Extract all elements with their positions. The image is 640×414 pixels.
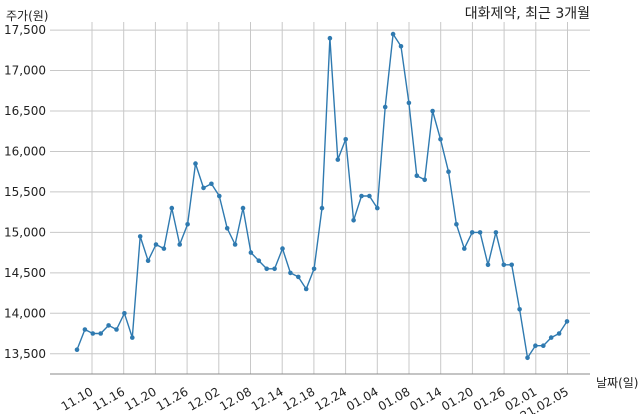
data-point — [422, 177, 428, 183]
x-tick-label: 01.08 — [376, 384, 413, 413]
data-point — [548, 335, 554, 340]
x-tick-label: 12.14 — [249, 384, 286, 413]
data-point — [217, 193, 222, 199]
y-tick-label: 17,000 — [4, 64, 46, 78]
data-point — [161, 246, 167, 251]
data-point — [224, 226, 230, 231]
x-tick-label: 12.08 — [217, 384, 254, 413]
data-point — [493, 230, 499, 235]
data-point — [469, 230, 475, 235]
data-point — [137, 234, 143, 239]
y-tick-label: 15,000 — [4, 225, 46, 239]
data-point — [430, 108, 435, 114]
data-point — [335, 157, 341, 162]
data-point — [177, 242, 182, 247]
x-tick-label: 12.18 — [281, 384, 318, 413]
x-tick-label: 01.04 — [344, 384, 381, 413]
data-point — [272, 266, 277, 272]
data-point — [406, 100, 412, 106]
data-point — [185, 222, 190, 227]
data-point — [303, 286, 309, 292]
data-point — [106, 323, 111, 328]
x-tick-label: 12.02 — [186, 384, 223, 413]
y-tick-label: 14,500 — [4, 266, 46, 280]
data-point — [382, 104, 388, 110]
data-point — [153, 242, 159, 247]
data-point — [327, 35, 333, 41]
price-line — [76, 33, 568, 359]
x-tick-label: 01.20 — [439, 384, 476, 413]
x-tick-label: 11.10 — [59, 384, 96, 413]
y-tick-label: 16,000 — [4, 144, 46, 158]
data-point — [446, 169, 451, 174]
data-point — [98, 331, 103, 336]
data-point — [169, 205, 175, 211]
y-tick-label: 15,500 — [4, 185, 46, 199]
data-point — [501, 262, 507, 268]
data-point — [114, 327, 119, 332]
x-tick-label: 11.20 — [122, 384, 159, 413]
data-point — [533, 343, 538, 349]
data-point — [351, 218, 356, 223]
data-point — [525, 355, 530, 361]
data-point — [343, 137, 349, 142]
x-tick-label: 12.24 — [312, 384, 349, 413]
data-point — [556, 331, 562, 336]
data-point — [509, 262, 514, 268]
data-point — [564, 319, 570, 324]
data-point — [414, 173, 420, 178]
y-tick-label: 14,000 — [4, 306, 46, 320]
x-tick-label: 11.16 — [90, 384, 127, 413]
data-point — [367, 193, 372, 199]
data-point — [264, 266, 270, 272]
data-point — [90, 331, 96, 336]
y-tick-label: 13,500 — [4, 347, 46, 361]
data-point — [454, 222, 459, 227]
data-point — [74, 347, 80, 353]
x-tick-label: 01.14 — [407, 384, 444, 413]
data-point — [240, 205, 246, 211]
data-point — [145, 258, 151, 264]
data-point — [517, 307, 522, 312]
data-point — [375, 205, 380, 211]
data-point — [359, 193, 364, 199]
data-point — [201, 185, 206, 191]
data-point — [398, 44, 404, 49]
data-point — [541, 343, 546, 349]
y-tick-label: 16,500 — [4, 104, 46, 118]
data-point — [462, 246, 467, 251]
data-point — [193, 161, 198, 166]
data-point — [296, 274, 301, 280]
data-point — [288, 270, 293, 276]
data-point — [311, 266, 317, 272]
chart-title: 대화제약, 최근 3개월 — [465, 6, 590, 22]
data-point — [438, 137, 443, 142]
data-point — [232, 242, 238, 247]
data-point — [477, 230, 483, 235]
data-point — [319, 205, 325, 211]
x-tick-label: 11.26 — [154, 384, 191, 413]
tick-label-layer: 13,500 14,000 14,500 15,000 15,500 16,000 16,5… — [4, 23, 571, 414]
data-point — [122, 311, 127, 316]
y-tick-label: 17,500 — [4, 23, 46, 37]
data-point — [130, 335, 135, 340]
series-layer — [74, 31, 570, 361]
y-axis-title: 주가(원) — [6, 9, 48, 23]
data-point — [209, 181, 214, 187]
x-tick-label: 01.26 — [471, 384, 508, 413]
grid-layer — [50, 22, 590, 374]
data-point — [256, 258, 262, 264]
data-point — [390, 31, 396, 37]
data-point — [280, 246, 285, 251]
x-axis-title: 날짜(일) — [596, 376, 638, 390]
data-point — [82, 327, 88, 332]
data-point — [485, 262, 491, 268]
data-point — [248, 250, 254, 255]
